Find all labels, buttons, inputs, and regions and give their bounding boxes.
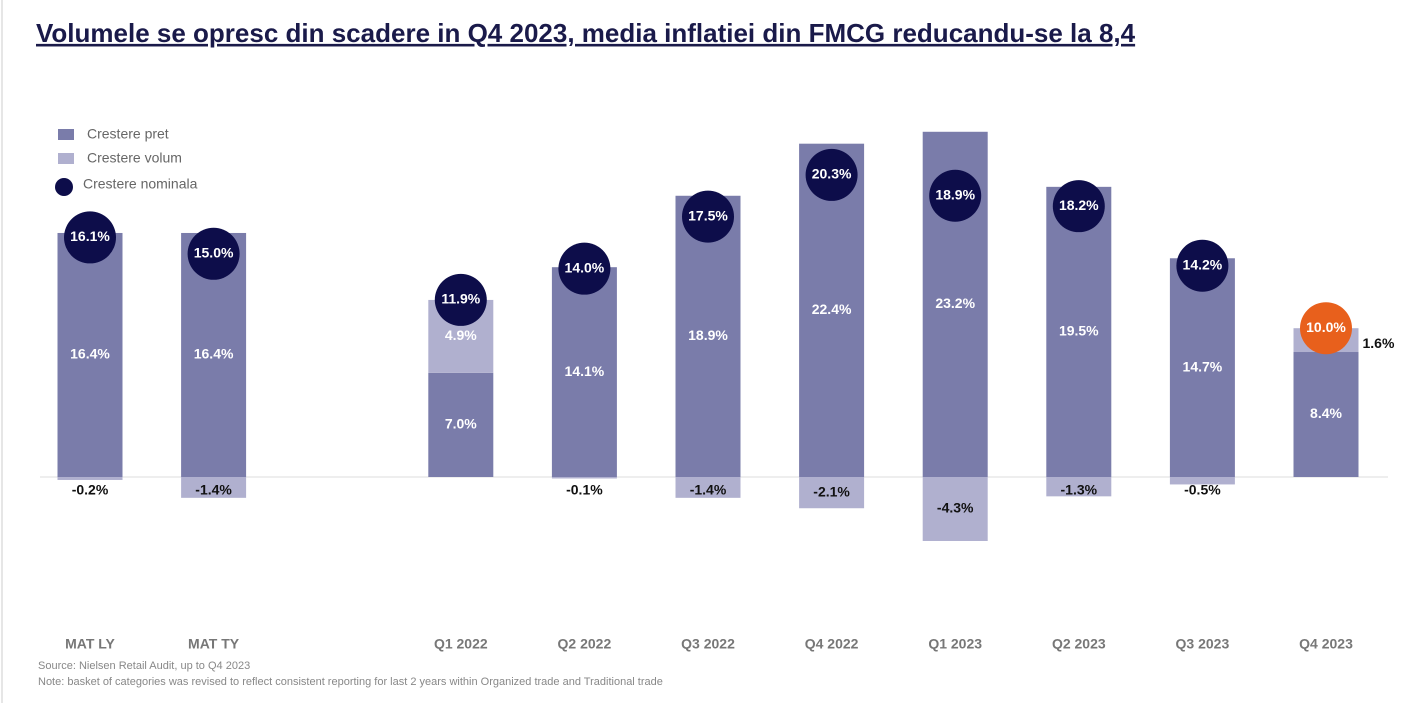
volume-label: -4.3%: [937, 500, 974, 516]
price-label: 14.1%: [565, 363, 605, 379]
x-tick-label: Q2 2023: [1052, 636, 1106, 652]
volume-label: -0.1%: [566, 482, 603, 498]
nominal-marker: [805, 148, 858, 201]
volume-label: 4.9%: [445, 327, 477, 343]
price-label: 7.0%: [445, 416, 477, 432]
chart-title: Volumele se opresc din scadere in Q4 202…: [36, 18, 1136, 48]
x-tick-label: Q3 2022: [681, 636, 735, 652]
nominal-label: 17.5%: [688, 207, 728, 223]
legend-label: Crestere nominala: [83, 176, 198, 192]
volume-label: -0.5%: [1184, 482, 1221, 498]
x-tick-label: Q4 2023: [1299, 636, 1353, 652]
x-tick-label: Q4 2022: [805, 636, 859, 652]
nominal-marker: [1176, 239, 1229, 292]
volume-label: -1.4%: [690, 482, 727, 498]
nominal-label: 11.9%: [441, 291, 480, 307]
price-label: 19.5%: [1059, 323, 1099, 339]
legend-swatch: [58, 129, 74, 140]
nominal-label: 20.3%: [812, 166, 852, 182]
nominal-marker: [1052, 180, 1105, 233]
volume-bar: [551, 477, 617, 479]
price-bar: [551, 267, 617, 477]
price-label: 23.2%: [935, 295, 975, 311]
x-tick-label: Q1 2023: [928, 636, 982, 652]
volume-bar: [1046, 477, 1112, 497]
volume-bar: [675, 477, 741, 498]
price-label: 18.9%: [688, 327, 728, 343]
volume-bar: [799, 477, 865, 509]
volume-label: -1.3%: [1061, 482, 1098, 498]
nominal-label: 15.0%: [194, 245, 234, 261]
price-label: 16.4%: [194, 346, 234, 362]
price-label: 14.7%: [1183, 358, 1223, 374]
x-tick-label: Q2 2022: [558, 636, 612, 652]
nominal-label: 14.2%: [1183, 256, 1223, 272]
legend-swatch: [58, 153, 74, 164]
price-bar: [1169, 258, 1235, 477]
price-label: 16.4%: [70, 346, 110, 362]
price-label: 22.4%: [812, 301, 852, 317]
volume-bar: [57, 477, 123, 480]
volume-bar: [1169, 477, 1235, 485]
legend-swatch: [55, 178, 73, 196]
volume-bar: [922, 477, 988, 541]
nominal-marker: [1300, 302, 1352, 355]
source: Source: Nielsen Retail Audit, up to Q4 2…: [38, 660, 250, 672]
x-tick-label: Q3 2023: [1176, 636, 1230, 652]
volume-label: -0.2%: [72, 482, 109, 498]
nominal-label: 14.0%: [565, 259, 605, 275]
nominal-label: 10.0%: [1306, 319, 1346, 335]
volume-bar: [181, 477, 247, 498]
nominal-marker: [558, 242, 611, 295]
note: Note: basket of categories was revised t…: [38, 676, 663, 688]
x-tick-label: MAT LY: [65, 636, 115, 652]
volume-label: 1.6%: [1363, 335, 1395, 351]
volume-label: -2.1%: [813, 483, 850, 499]
x-tick-label: Q1 2022: [434, 636, 488, 652]
nominal-label: 18.9%: [935, 186, 975, 202]
price-bar: [428, 372, 494, 477]
nominal-marker: [187, 227, 240, 280]
x-tick-label: MAT TY: [188, 636, 240, 652]
legend-label: Crestere volum: [87, 150, 182, 166]
nominal-marker: [929, 169, 982, 222]
price-bar: [1293, 352, 1359, 477]
price-label: 8.4%: [1310, 405, 1342, 421]
nominal-marker: [434, 273, 487, 326]
volume-label: -1.4%: [195, 482, 232, 498]
price-bar: [1046, 186, 1112, 477]
price-bar: [57, 232, 123, 477]
price-bar: [675, 195, 741, 477]
legend-label: Crestere pret: [87, 126, 169, 142]
nominal-marker: [682, 190, 734, 243]
nominal-marker: [64, 211, 116, 264]
nominal-label: 16.1%: [70, 228, 110, 244]
nominal-label: 18.2%: [1059, 197, 1099, 213]
